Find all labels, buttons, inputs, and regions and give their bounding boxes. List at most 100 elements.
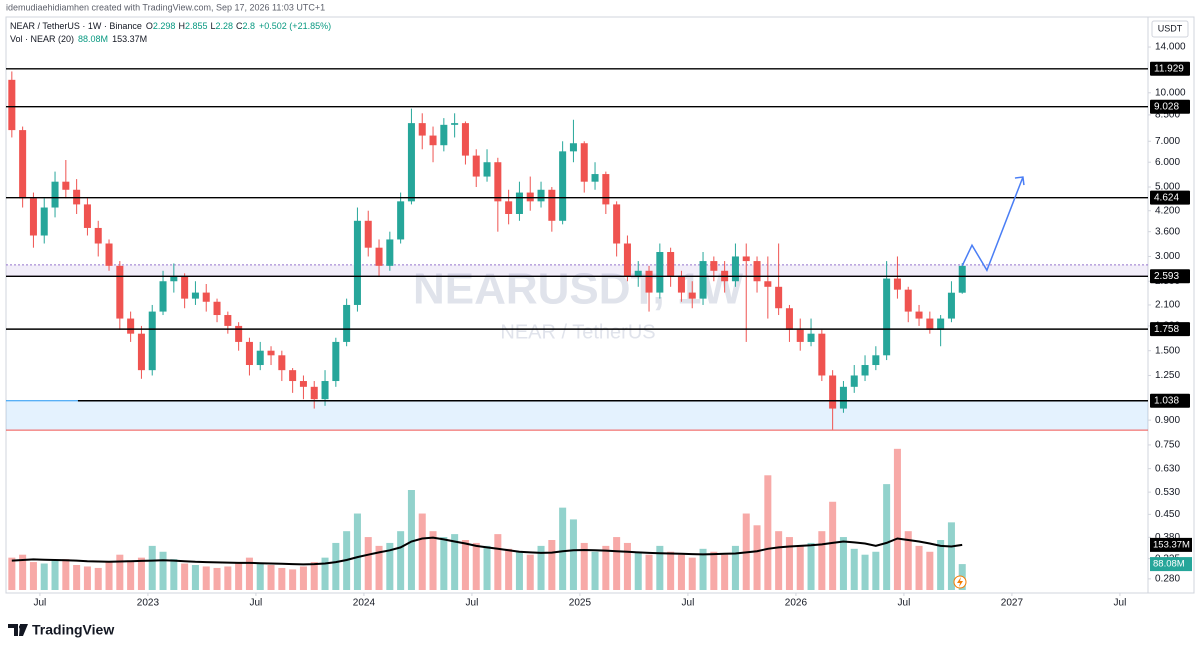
ohlc-value: 2.28 — [215, 21, 233, 31]
volume-bar — [904, 531, 912, 590]
candle-body — [656, 252, 664, 293]
candle-body — [278, 355, 286, 371]
volume-bar — [850, 548, 858, 590]
candle-body — [83, 204, 91, 228]
volume-bar — [613, 537, 621, 590]
volume-bar — [872, 551, 880, 590]
candle-body — [29, 198, 37, 236]
volume-bar — [235, 562, 243, 590]
ohlc-group: O2.298 H2.855 L2.28 C2.8 +0.502 (+21.85%) — [146, 21, 331, 31]
volume-bar — [245, 557, 253, 590]
volume-bar — [62, 559, 70, 590]
ohlc-value: 2.298 — [153, 21, 176, 31]
replay-bolt[interactable] — [957, 577, 963, 587]
candle-body — [94, 227, 102, 244]
y-tick-label: 5.000 — [1155, 182, 1180, 193]
level-label-box — [1150, 99, 1190, 114]
volume-bar — [893, 448, 901, 590]
volume-bar — [375, 545, 383, 590]
candle-body — [461, 123, 469, 156]
candle-body — [235, 325, 243, 342]
candle-body — [839, 386, 847, 409]
candle-body — [343, 304, 351, 342]
candle-body — [634, 270, 642, 276]
y-tick-label: 0.380 — [1155, 532, 1180, 543]
candle-body — [245, 341, 253, 366]
candle-body — [40, 207, 48, 236]
volume-bar — [397, 531, 405, 590]
candle-body — [202, 292, 210, 302]
candle-body — [699, 261, 707, 299]
ma-label: 153.37M — [1153, 539, 1190, 550]
volume-bar — [667, 551, 675, 590]
volume-bar — [94, 567, 102, 590]
y-tick-label: 2.100 — [1155, 300, 1180, 311]
volume-bar — [299, 566, 307, 590]
candle-body — [850, 375, 858, 387]
watermark-symbol: NEARUSDT, 1W — [413, 265, 743, 314]
candle-body — [483, 162, 491, 177]
volume-bar — [548, 540, 556, 590]
candle-body — [159, 281, 167, 312]
candle-body — [602, 174, 610, 205]
symbol-line: NEAR / TetherUS · 1W · Binance — [10, 21, 142, 31]
volume-value: 88.08M — [78, 34, 108, 44]
volume-bar — [494, 534, 502, 590]
volume-bar — [386, 542, 394, 590]
ohlc-letter: O — [146, 21, 153, 31]
y-tick-label: 3.600 — [1155, 226, 1180, 237]
ohlc-letter: H — [178, 21, 185, 31]
level-label-box — [1150, 190, 1190, 205]
volume-bar — [937, 540, 945, 590]
replay-icon[interactable] — [953, 575, 967, 589]
volume-bar — [785, 537, 793, 590]
currency-button[interactable] — [1151, 20, 1189, 38]
volume-bar — [19, 554, 27, 590]
volume-bar — [829, 501, 837, 590]
candle-body — [872, 355, 880, 366]
volume-bar — [429, 531, 437, 590]
candle-body — [418, 123, 426, 136]
volume-bar — [40, 563, 48, 590]
x-tick-label: Jul — [898, 598, 911, 609]
candle-body — [429, 135, 437, 146]
candle-body — [710, 261, 718, 271]
y-tick-label: 0.750 — [1155, 440, 1180, 451]
volume-bar — [623, 542, 631, 590]
ohlc-letter: L — [210, 21, 215, 31]
volume-bar — [332, 542, 340, 590]
volume-bar — [461, 540, 469, 590]
candle-body — [310, 386, 318, 400]
brand-logo-dot — [19, 625, 23, 629]
candle-body — [861, 365, 869, 376]
watermark: NEARUSDT, 1W NEAR / TetherUS — [413, 265, 743, 344]
volume-bar — [883, 484, 891, 590]
candle-body — [937, 318, 945, 330]
volume-bar — [353, 513, 361, 590]
candle-body — [191, 292, 199, 299]
candle-body — [796, 329, 804, 342]
candle-body — [256, 350, 264, 366]
volume-bar — [418, 513, 426, 590]
candle-body — [559, 151, 567, 221]
volume-bar — [407, 490, 415, 590]
y-tick-label: 1.500 — [1155, 345, 1180, 356]
x-tick-label: Jul — [250, 598, 263, 609]
brand-name: TradingView — [32, 622, 114, 638]
volume-bar — [256, 563, 264, 590]
currency-label[interactable]: USDT — [1158, 23, 1183, 33]
candle-body — [62, 181, 70, 190]
candle-body — [127, 318, 135, 334]
candle-body — [515, 192, 523, 214]
candle-body — [731, 256, 739, 282]
ohlc-letter: C — [236, 21, 243, 31]
candle-body — [613, 204, 621, 244]
volume-bar — [83, 566, 91, 590]
candle-body — [785, 308, 793, 330]
volume-ma-line — [11, 536, 963, 566]
volume-label-box — [1150, 557, 1192, 572]
volume-bar — [569, 519, 577, 590]
volume-bar — [224, 566, 232, 590]
